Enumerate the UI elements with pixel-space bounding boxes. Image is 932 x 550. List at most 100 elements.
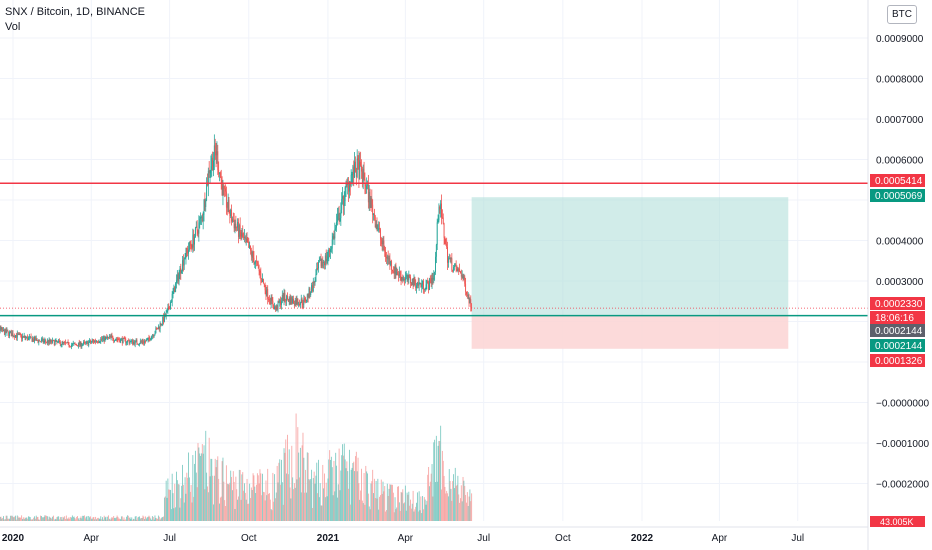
volume-bar — [183, 502, 185, 521]
volume-bar — [167, 478, 169, 521]
candle-body — [200, 216, 202, 220]
volume-bar — [265, 480, 267, 521]
candle-body — [194, 236, 196, 245]
candle-body — [55, 340, 57, 342]
candle-body — [13, 336, 15, 337]
candle-body — [461, 275, 463, 277]
currency-button[interactable]: BTC — [887, 5, 917, 24]
volume-bar — [204, 489, 206, 521]
volume-bar — [76, 516, 78, 521]
volume-bar — [71, 515, 73, 521]
candle-body — [146, 339, 148, 341]
candle-body — [112, 336, 114, 340]
candle-body — [79, 341, 81, 345]
candle-body — [167, 306, 169, 311]
volume-bar — [182, 464, 183, 521]
candle-body — [237, 221, 239, 228]
volume-bar — [306, 452, 308, 521]
volume-bar — [35, 515, 37, 521]
volume-bar — [108, 518, 110, 521]
volume-bar — [365, 465, 367, 521]
candle-body — [166, 310, 168, 313]
volume-bar — [239, 469, 241, 521]
volume-bar — [155, 517, 157, 521]
volume-bar — [370, 483, 372, 521]
volume-label: Vol — [5, 21, 21, 33]
volume-bar — [196, 487, 198, 521]
volume-bar — [150, 518, 152, 521]
volume-bar — [234, 508, 236, 521]
candle-body — [466, 291, 467, 295]
candle-body — [117, 339, 119, 341]
long-position-tool[interactable] — [471, 197, 789, 349]
volume-bar — [303, 457, 305, 521]
volume-bar — [15, 519, 17, 521]
candle-body — [194, 227, 196, 237]
volume-bar — [312, 478, 314, 521]
volume-bar — [452, 481, 454, 521]
volume-bar — [320, 505, 322, 521]
volume-bar — [200, 455, 202, 521]
volume-bar — [92, 517, 94, 521]
candle-body — [37, 340, 39, 343]
candle-body — [447, 246, 448, 263]
candle-body — [80, 341, 82, 347]
candle-body — [305, 299, 307, 302]
volume-bar — [58, 516, 60, 521]
candle-body — [44, 340, 46, 342]
volume-bar — [170, 509, 172, 521]
candle-body — [125, 339, 127, 344]
volume-bar — [134, 516, 136, 521]
candle-body — [335, 227, 337, 230]
volume-bar — [256, 484, 257, 521]
volume-bar — [166, 497, 168, 521]
volume-bar — [80, 516, 82, 521]
volume-bar — [189, 491, 191, 521]
candle-body — [161, 324, 163, 326]
candle-body — [180, 268, 182, 274]
candle-body — [207, 183, 208, 186]
candle-body — [465, 283, 467, 292]
candle-body — [244, 236, 245, 238]
volume-bar — [15, 515, 17, 521]
volume-bar — [16, 515, 18, 521]
candle-body — [336, 221, 337, 228]
volume-bar — [361, 500, 363, 521]
candle-body — [283, 293, 285, 301]
volume-bar — [170, 489, 171, 521]
candle-body — [317, 268, 319, 269]
candle-body — [212, 157, 214, 171]
candle-body — [378, 228, 380, 230]
volume-bar — [319, 483, 321, 521]
candle-body — [372, 204, 374, 215]
loss-zone[interactable] — [471, 315, 789, 349]
candle-body — [388, 258, 390, 260]
volume-bar — [180, 498, 182, 521]
price-axis[interactable]: 0.0009000 0.0008000 0.0007000 0.0006000 0.00… — [867, 0, 930, 550]
price-tag — [870, 174, 925, 187]
volume-bar — [118, 518, 120, 521]
volume-bar — [455, 486, 457, 521]
candle-body — [462, 275, 464, 279]
volume-bar — [440, 425, 442, 521]
volume-bar — [122, 519, 124, 521]
volume-bar — [120, 516, 122, 521]
time-axis[interactable]: 2020 Apr Jul Oct 2021 Apr Jul Oct 2022 Apr Jul — [0, 526, 868, 544]
candle-body — [382, 240, 384, 245]
volume-bar — [205, 430, 207, 521]
volume-bar — [435, 482, 436, 521]
horizontal-lines[interactable] — [0, 182, 868, 317]
volume-bar — [402, 489, 404, 521]
symbol-title[interactable]: SNX / Bitcoin, 1D, BINANCE — [5, 6, 145, 18]
volume-bar — [236, 489, 238, 521]
volume-bar — [441, 450, 443, 521]
profit-zone[interactable] — [471, 197, 789, 316]
volume-bar — [59, 519, 60, 521]
volume-bar — [404, 502, 405, 521]
volume-bar — [164, 496, 166, 521]
candle-body — [162, 317, 164, 325]
candle-body — [39, 340, 41, 342]
candle-body — [243, 237, 245, 239]
price-tag — [870, 324, 925, 337]
